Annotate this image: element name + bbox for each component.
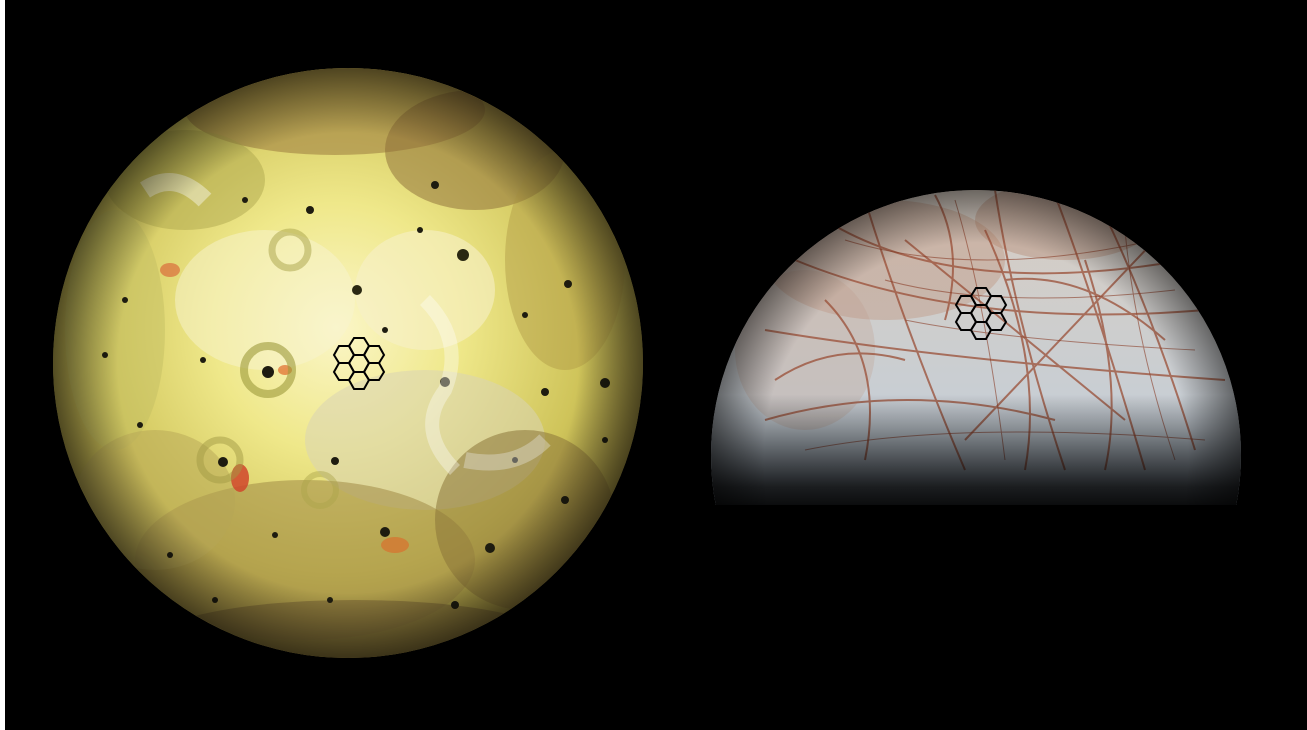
hexagonal-mirror-icon (954, 287, 1008, 340)
hexagonal-mirror-icon (332, 337, 386, 390)
io-moon (53, 68, 643, 658)
europa-moon (695, 190, 1255, 730)
space-scene (53, 68, 1255, 730)
image-canvas (5, 0, 1307, 730)
